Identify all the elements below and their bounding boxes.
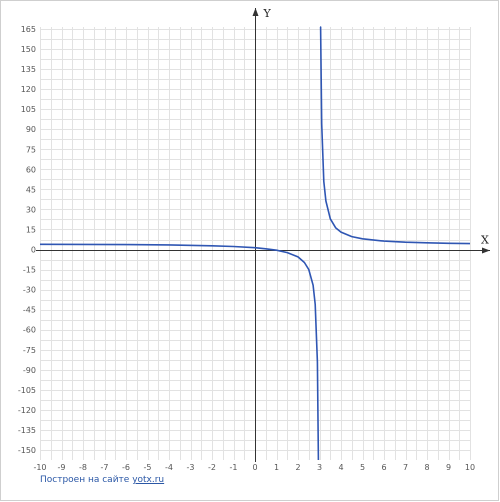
x-tick-labels: -10 -9 -8 -7 -6 -5 -4 -3 -2 -1 0 1 2 3 4 5 6 7 8 9 10 — [33, 463, 475, 472]
y-tick-label: 135 — [21, 65, 36, 74]
axes — [36, 8, 490, 462]
x-tick-label: -2 — [208, 463, 216, 472]
x-tick-label: -9 — [58, 463, 66, 472]
y-tick-label: -90 — [23, 366, 36, 375]
x-tick-label: -10 — [33, 463, 46, 472]
y-tick-label: -135 — [18, 426, 36, 435]
y-tick-label: -60 — [23, 326, 36, 335]
y-axis-label: Y — [263, 7, 272, 20]
x-tick-label: -8 — [79, 463, 87, 472]
y-tick-label: -105 — [18, 386, 36, 395]
x-tick-label: 3 — [317, 463, 322, 472]
y-tick-label: 45 — [26, 185, 36, 194]
y-tick-label: 120 — [21, 85, 36, 94]
x-tick-label: 10 — [465, 463, 475, 472]
footer-prefix: Построен на сайте — [40, 475, 133, 485]
y-tick-label: -120 — [18, 406, 36, 415]
y-axis-arrow — [252, 8, 259, 16]
x-tick-label: 8 — [424, 463, 429, 472]
curve-branch-right — [319, 26, 471, 245]
x-tick-label: -1 — [230, 463, 238, 472]
y-tick-label: -45 — [23, 306, 36, 315]
x-tick-label: -4 — [165, 463, 173, 472]
y-tick-label: 75 — [26, 145, 36, 154]
y-tick-label: -150 — [18, 446, 36, 455]
curve-branch-left — [39, 243, 320, 461]
x-tick-label: -5 — [144, 463, 152, 472]
x-tick-label: 9 — [446, 463, 451, 472]
y-tick-label: 0 — [31, 246, 36, 255]
function-curve — [39, 26, 471, 461]
x-tick-label: 6 — [381, 463, 386, 472]
x-tick-label: -3 — [187, 463, 195, 472]
x-tick-label: 2 — [295, 463, 300, 472]
y-tick-labels: 1651501351201059075604530150-15-30-45-60… — [18, 25, 36, 455]
y-tick-label: 15 — [26, 225, 36, 234]
y-tick-label: 90 — [26, 125, 36, 134]
x-tick-label: 4 — [338, 463, 343, 472]
x-tick-label: 1 — [274, 463, 279, 472]
y-tick-label: 105 — [21, 105, 36, 114]
y-tick-label: -30 — [23, 286, 36, 295]
x-tick-label: -7 — [101, 463, 109, 472]
grid-lines — [40, 27, 471, 460]
x-tick-label: -6 — [122, 463, 130, 472]
footer-credit: Построен на сайте yotx.ru — [40, 475, 164, 485]
x-axis-arrow — [482, 247, 490, 254]
y-tick-label: 165 — [21, 25, 36, 34]
y-tick-label: -15 — [23, 266, 36, 275]
y-tick-label: 60 — [26, 165, 36, 174]
x-tick-label: 0 — [252, 463, 257, 472]
x-tick-label: 5 — [360, 463, 365, 472]
y-tick-label: -75 — [23, 346, 36, 355]
x-axis-label: X — [481, 234, 489, 247]
x-tick-label: 7 — [403, 463, 408, 472]
y-tick-label: 150 — [21, 45, 36, 54]
footer-link[interactable]: yotx.ru — [132, 475, 165, 485]
y-tick-label: 30 — [26, 205, 36, 214]
